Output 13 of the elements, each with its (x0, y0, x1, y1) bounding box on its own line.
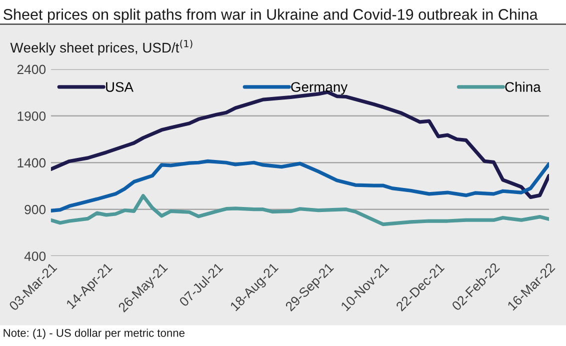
legend-label: China (505, 82, 541, 92)
y-tick-label: 2400 (17, 64, 46, 74)
y-axis-title: Weekly sheet prices, USD/t$^{(1)}$ (10, 40, 192, 56)
text: Note: (1) - US dollar per metric tonne (4, 328, 185, 340)
legend-label: USA (106, 82, 134, 92)
chart-title: Sheet prices on split paths from war in Ukraine and Covid-19 outbreak in China (4, 8, 538, 23)
y-tick-label: 1900 (18, 111, 46, 121)
y-tick-label: 400 (24, 252, 46, 261)
legend-label: Germany (291, 82, 348, 95)
y-tick-label: 1400 (18, 158, 46, 168)
line-series (50, 159, 550, 213)
line-series (50, 194, 550, 226)
y-tick-label: 900 (24, 204, 46, 214)
